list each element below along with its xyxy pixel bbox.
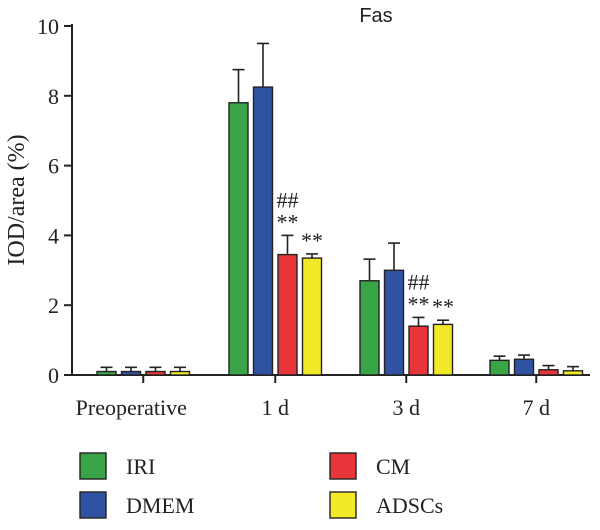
legend-swatch-cm <box>329 452 357 480</box>
bar-iri <box>96 370 117 376</box>
bar-cm <box>538 369 559 376</box>
legend-swatch-iri <box>79 452 107 480</box>
y-tick-label: 4 <box>48 223 59 248</box>
bar-adscs <box>562 370 584 376</box>
bar-adscs <box>301 257 323 376</box>
y-tick-label: 10 <box>37 14 59 39</box>
legend-swatch-adscs <box>329 491 357 519</box>
significance-label: ** <box>277 209 299 234</box>
significance-label: ** <box>432 294 454 319</box>
bar-dmem <box>383 269 405 376</box>
significance-label: ** <box>408 291 430 316</box>
bar-adscs <box>432 323 454 376</box>
bar-iri <box>359 280 380 376</box>
bar-dmem <box>252 86 274 376</box>
x-tick-label: 1 d <box>262 395 290 420</box>
legend-swatch-dmem <box>79 491 107 519</box>
legend-label-iri: IRI <box>126 454 155 479</box>
significance-label: ## <box>408 269 430 294</box>
bar-cm <box>408 325 429 376</box>
bar-cm <box>145 370 166 376</box>
x-tick-label: 3 d <box>393 395 421 420</box>
significance-label: ## <box>277 187 299 212</box>
significance-label: ** <box>301 228 323 253</box>
y-tick-label: 2 <box>48 293 59 318</box>
bar-dmem <box>120 370 142 376</box>
bar-adscs <box>169 370 191 376</box>
legend: IRI DMEM CM ADSCs <box>79 452 443 519</box>
bar-iri <box>489 359 510 376</box>
legend-label-adscs: ADSCs <box>376 493 443 518</box>
legend-label-dmem: DMEM <box>126 493 194 518</box>
x-tick-label: Preoperative <box>76 395 187 420</box>
y-tick-label: 6 <box>48 154 59 179</box>
bar-iri <box>228 102 249 376</box>
x-tick-label: 7 d <box>523 395 551 420</box>
bar-dmem <box>513 358 535 376</box>
chart-title: Fas <box>359 5 392 27</box>
y-tick-label: 0 <box>48 363 59 388</box>
bar-cm <box>277 253 298 376</box>
legend-label-cm: CM <box>376 454 410 479</box>
y-tick-label: 8 <box>48 84 59 109</box>
y-axis-label: IOD/area (%) <box>4 134 30 265</box>
